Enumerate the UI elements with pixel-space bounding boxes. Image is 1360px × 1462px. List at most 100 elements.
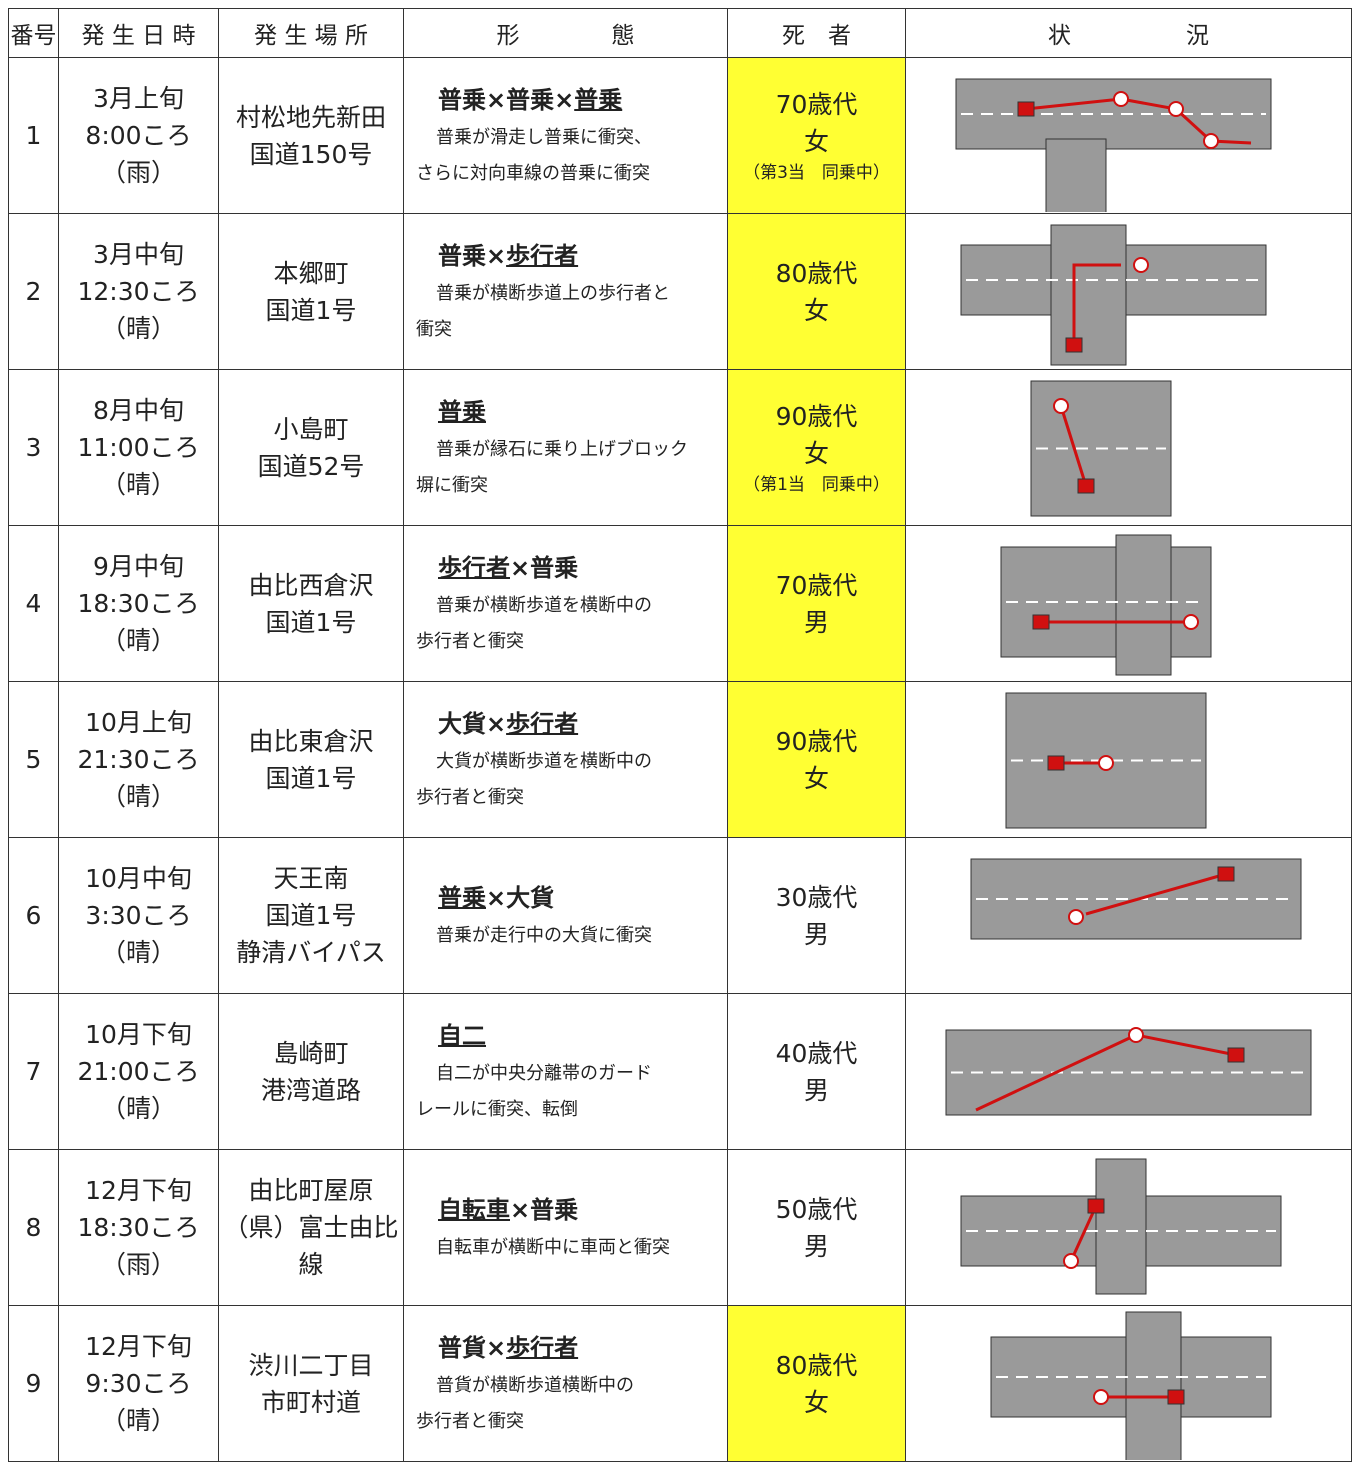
place-cell: 由比町屋原 （県）富士由比線 (218, 1149, 404, 1306)
description-line: 自転車が横断中に車両と衝突 (436, 1236, 670, 1258)
victim-line: 男 (803, 1231, 829, 1261)
collision-mark (1093, 1389, 1109, 1405)
description-line: 歩行者と衝突 (416, 1410, 524, 1432)
situation-cell (905, 837, 1352, 994)
place-cell: 由比西倉沢 国道1号 (218, 525, 404, 682)
type-cell: 普乗×歩行者 普乗が横断歩道上の歩行者と 衝突 (403, 213, 728, 370)
date-line: 18:30ころ (77, 1213, 200, 1242)
type-part: 歩行者 (506, 241, 579, 270)
date-cell: 10月下旬 21:00ころ （晴） (58, 993, 219, 1150)
date-line: 21:00ころ (77, 1057, 200, 1086)
table-row: 1 3月上旬 8:00ころ （雨） 村松地先新田 国道150号 普乗×普乗×普乗 普乗が滑走し… (8, 57, 1352, 214)
road (1095, 1158, 1147, 1295)
type-part: 自二 (438, 1021, 486, 1050)
type-cell: 普乗×大貨普乗が走行中の大貨に衝突 (403, 837, 728, 994)
description-line: 普乗が横断歩道を横断中の (436, 594, 652, 616)
road (1125, 1311, 1182, 1460)
date-cell: 8月中旬 11:00ころ （晴） (58, 369, 219, 526)
victim-line: 70歳代 (775, 89, 858, 119)
date-line: 3月上旬 (93, 84, 184, 113)
type-title: 普乗×大貨 (416, 878, 727, 918)
type-cell: 普乗×普乗×普乗 普乗が滑走し普乗に衝突、 さらに対向車線の普乗に衝突 (403, 57, 728, 214)
table-row: 2 3月中旬 12:30ころ （晴） 本郷町 国道1号 普乗×歩行者 普乗が横断歩道上の歩行者… (8, 213, 1352, 370)
collision-mark (1068, 909, 1084, 925)
description-line: 歩行者と衝突 (416, 630, 524, 652)
type-title: 自二 (416, 1016, 727, 1056)
situation-cell (905, 369, 1352, 526)
diagram (1030, 380, 1172, 517)
place-cell: 小島町 国道52号 (218, 369, 404, 526)
place-line: 本郷町 (273, 258, 349, 288)
header-row: 番号発 生 日 時発 生 場 所形 態死 者状 況 (8, 8, 1352, 58)
table-row: 6 10月中旬 3:30ころ （晴） 天王南 国道1号 静清バイパス 普乗×大貨 普乗が走行中の… (8, 837, 1352, 994)
place-line: （県）富士由比線 (223, 1213, 399, 1279)
place-line: 国道52号 (257, 451, 365, 481)
type-part: 普貨× (438, 1333, 507, 1362)
situation-cell (905, 993, 1352, 1150)
place-line: 国道150号 (249, 139, 373, 169)
road (945, 1029, 1312, 1116)
date-line: （晴） (100, 938, 176, 967)
diagram (1000, 534, 1212, 676)
header-cell: 発 生 日 時 (58, 8, 219, 58)
table-row: 7 10月下旬 21:00ころ （晴） 島崎町 港湾道路 自二 自二が中央分離帯のガード レール… (8, 993, 1352, 1150)
table-row: 8 12月下旬 18:30ころ （雨） 由比町屋原 （県）富士由比線 自転車×普乗 自転車が横… (8, 1149, 1352, 1306)
victim-cell: 80歳代女 (727, 1305, 906, 1462)
type-part: 普乗× (438, 241, 507, 270)
row-number: 2 (8, 213, 59, 370)
road (1045, 138, 1107, 212)
type-cell: 自転車×普乗 自転車が横断中に車両と衝突 (403, 1149, 728, 1306)
road (1032, 614, 1050, 630)
road (1115, 534, 1172, 676)
place-cell: 島崎町 港湾道路 (218, 993, 404, 1150)
description-line: 普乗が走行中の大貨に衝突 (436, 924, 652, 946)
place-cell: 本郷町 国道1号 (218, 213, 404, 370)
date-line: （晴） (100, 626, 176, 655)
date-line: （晴） (100, 1406, 176, 1435)
victim-note: （第3当 同乗中） (743, 162, 890, 183)
header-cell: 状 況 (905, 8, 1352, 58)
type-title: 普乗 (416, 392, 727, 432)
description-line: 歩行者と衝突 (416, 786, 524, 808)
place-line: 港湾道路 (260, 1075, 361, 1105)
diagram (970, 858, 1302, 940)
victim-line: 女 (803, 126, 829, 156)
victim-line: 80歳代 (775, 1350, 858, 1380)
date-cell: 12月下旬 18:30ころ （雨） (58, 1149, 219, 1306)
date-line: 10月中旬 (85, 864, 192, 893)
date-line: 12:30ころ (77, 277, 200, 306)
victim-line: 男 (803, 1075, 829, 1105)
row-number: 4 (8, 525, 59, 682)
date-line: 21:30ころ (77, 745, 200, 774)
place-line: 市町村道 (260, 1387, 361, 1417)
table-row: 9 12月下旬 9:30ころ （晴） 渋川二丁目 市町村道 普貨×歩行者 普貨が横断歩道横断中… (8, 1305, 1352, 1462)
date-cell: 3月上旬 8:00ころ （雨） (58, 57, 219, 214)
collision-mark (1203, 133, 1219, 149)
date-line: 9:30ころ (85, 1369, 192, 1398)
description-line: さらに対向車線の普乗に衝突 (416, 162, 650, 184)
date-line: （晴） (100, 782, 176, 811)
date-line: （晴） (100, 470, 176, 499)
description-line: 自二が中央分離帯のガード (436, 1062, 652, 1084)
description-line: レールに衝突、転倒 (416, 1098, 578, 1120)
victim-line: 女 (803, 295, 829, 325)
type-part: 大貨× (438, 709, 507, 738)
type-part: 歩行者 (438, 553, 510, 582)
type-part: ×大貨 (486, 883, 555, 912)
type-part: ×普乗 (510, 1195, 579, 1224)
road (1087, 1198, 1105, 1214)
situation-cell (905, 681, 1352, 838)
situation-cell (905, 1149, 1352, 1306)
type-part: 普乗×普乗× (438, 85, 575, 114)
date-cell: 10月上旬 21:30ころ （晴） (58, 681, 219, 838)
date-cell: 9月中旬 18:30ころ （晴） (58, 525, 219, 682)
table-row: 4 9月中旬 18:30ころ （晴） 由比西倉沢 国道1号 歩行者×普乗 普乗が横断歩道を横断… (8, 525, 1352, 682)
description-line: 普乗が滑走し普乗に衝突、 (436, 126, 652, 148)
victim-cell: 70歳代女 （第3当 同乗中） (727, 57, 906, 214)
date-line: 12月下旬 (85, 1176, 192, 1205)
victim-cell: 50歳代男 (727, 1149, 906, 1306)
victim-line: 女 (803, 763, 829, 793)
victim-cell: 80歳代女 (727, 213, 906, 370)
victim-cell: 90歳代女 （第1当 同乗中） (727, 369, 906, 526)
date-line: 10月上旬 (85, 708, 192, 737)
